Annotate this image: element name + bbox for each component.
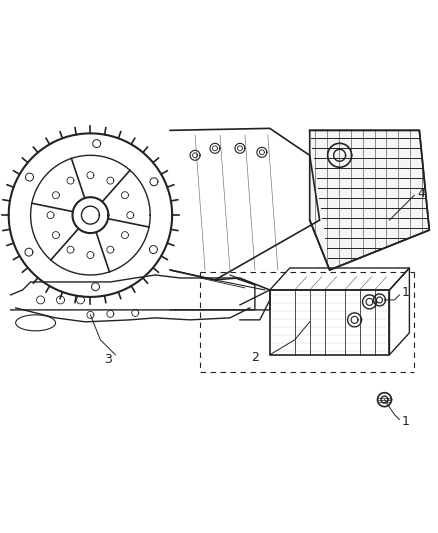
Text: 1: 1 [401,286,409,300]
Text: 2: 2 [251,351,259,364]
PathPatch shape [310,131,429,270]
Text: 1: 1 [401,415,409,428]
Text: 3: 3 [104,353,112,366]
Text: 4: 4 [417,187,425,200]
